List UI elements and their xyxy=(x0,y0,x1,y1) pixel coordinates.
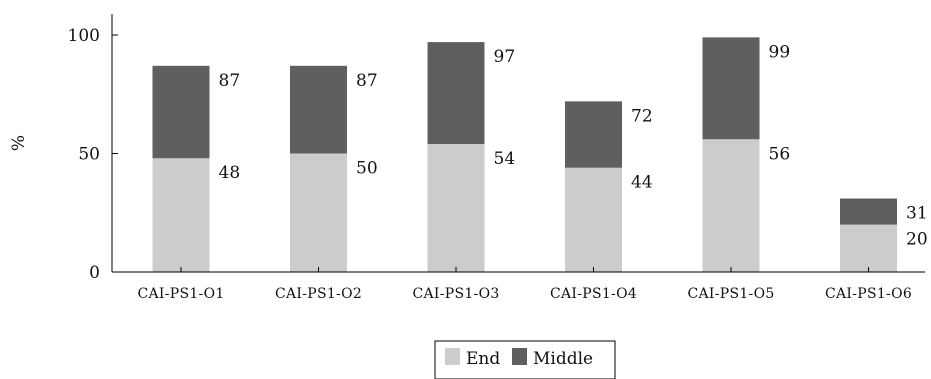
y-axis-label: % xyxy=(9,135,29,151)
legend-swatch-end xyxy=(445,348,460,365)
bar-end-5 xyxy=(702,139,760,272)
data-label-total: 87 xyxy=(219,71,241,91)
data-label-total: 72 xyxy=(631,106,653,126)
x-category-label: CAI-PS1-O6 xyxy=(825,286,912,302)
bar-end-3 xyxy=(427,144,485,272)
bar-end-6 xyxy=(840,224,897,272)
data-label-end: 56 xyxy=(769,144,791,164)
y-tick-label: 50 xyxy=(78,145,100,165)
legend: End Middle xyxy=(434,340,616,379)
y-ticks-layer: 0 50 100 xyxy=(68,26,118,283)
data-label-end: 44 xyxy=(631,173,653,193)
data-label-total: 31 xyxy=(906,204,928,224)
y-tick-label: 100 xyxy=(68,26,100,46)
legend-label-end: End xyxy=(466,349,500,369)
x-category-label: CAI-PS1-O1 xyxy=(137,286,224,302)
legend-swatch-middle xyxy=(512,348,527,365)
data-label-total: 87 xyxy=(356,71,378,91)
data-label-end: 50 xyxy=(356,159,378,179)
x-category-label: CAI-PS1-O2 xyxy=(275,286,362,302)
data-labels-layer: 48 87 50 87 54 97 44 72 56 99 20 31 xyxy=(219,42,928,249)
bar-middle-4 xyxy=(565,101,622,168)
bar-middle-1 xyxy=(152,65,210,159)
y-tick-label: 0 xyxy=(89,263,100,283)
data-label-end: 48 xyxy=(219,163,241,183)
data-label-end: 54 xyxy=(494,149,516,169)
bars-layer xyxy=(152,37,897,272)
data-label-total: 99 xyxy=(769,42,791,62)
bar-middle-6 xyxy=(840,198,897,225)
x-category-label: CAI-PS1-O5 xyxy=(687,286,774,302)
axes-layer xyxy=(111,14,925,273)
bar-end-4 xyxy=(565,167,622,272)
data-label-end: 20 xyxy=(906,230,928,250)
bar-middle-2 xyxy=(290,65,347,154)
bar-end-2 xyxy=(290,153,347,272)
bar-middle-5 xyxy=(702,37,760,140)
data-label-total: 97 xyxy=(494,47,516,67)
bar-end-1 xyxy=(152,158,210,272)
legend-label-middle: Middle xyxy=(533,349,593,369)
x-category-label: CAI-PS1-O4 xyxy=(550,286,637,302)
bar-middle-3 xyxy=(427,42,485,145)
x-categories-layer: CAI-PS1-O1 CAI-PS1-O2 CAI-PS1-O3 CAI-PS1-O4… xyxy=(137,267,912,302)
x-category-label: CAI-PS1-O3 xyxy=(412,286,499,302)
